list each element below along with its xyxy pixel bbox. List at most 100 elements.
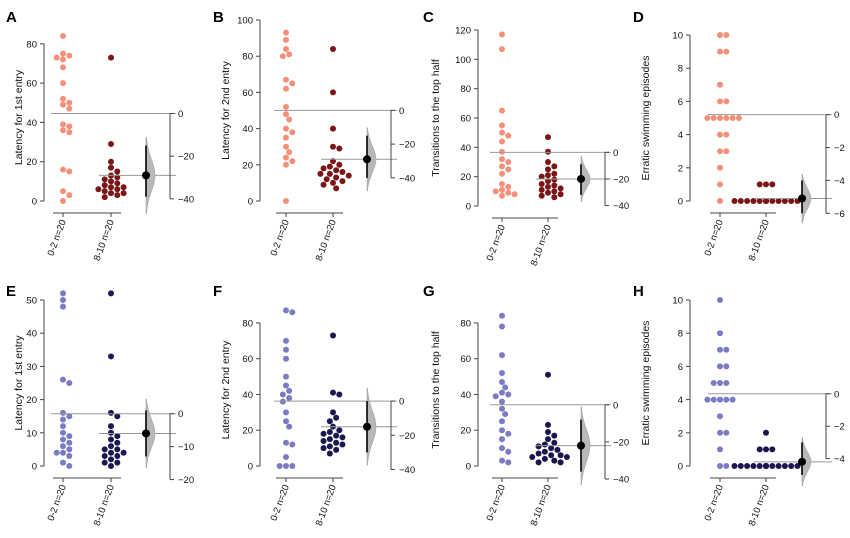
data-point: [60, 101, 66, 108]
mean-difference-point: [363, 155, 371, 164]
y-tick-label: 50: [26, 296, 37, 307]
data-point: [535, 450, 542, 457]
data-point: [551, 176, 558, 183]
mean-difference-point: [142, 429, 150, 438]
y-tick-label: 120: [455, 26, 471, 37]
data-point: [283, 463, 289, 469]
data-point: [551, 163, 558, 170]
data-point: [60, 429, 66, 436]
data-point: [60, 188, 66, 195]
group-label: 0-2 n=20: [703, 483, 726, 522]
data-point: [723, 131, 730, 138]
data-point: [60, 32, 66, 39]
data-point: [333, 174, 340, 181]
y-tick-label: 80: [26, 39, 37, 50]
data-point: [336, 161, 343, 168]
data-point: [320, 430, 327, 437]
difference-tick-label: 0: [399, 106, 404, 117]
data-point: [66, 52, 73, 59]
bootstrap-distribution: [145, 136, 156, 215]
data-point: [499, 186, 505, 193]
data-point: [545, 134, 551, 141]
difference-tick-label: −2: [834, 422, 845, 433]
panel-letter: B: [213, 9, 224, 26]
data-point: [60, 443, 66, 450]
y-tick-label: 0: [466, 202, 471, 213]
data-point: [114, 180, 121, 187]
difference-tick-label: −4: [834, 176, 845, 187]
data-point: [731, 463, 738, 469]
data-point: [499, 312, 505, 319]
data-point: [320, 445, 327, 452]
data-point: [108, 456, 114, 463]
data-point: [66, 123, 73, 130]
y-tick-label: 80: [242, 318, 253, 329]
data-point: [545, 178, 551, 185]
group-label: 8-10 n=20: [529, 223, 554, 267]
data-point: [283, 454, 289, 461]
panel-letter: C: [423, 9, 434, 26]
data-point: [750, 463, 757, 469]
data-point: [286, 395, 293, 402]
data-point: [551, 194, 558, 201]
data-point: [563, 454, 570, 461]
y-tick-label: 40: [460, 390, 471, 401]
y-tick-label: 60: [242, 88, 253, 99]
data-point: [114, 439, 121, 446]
group-label: 8-10 n=20: [314, 218, 339, 262]
data-point: [505, 159, 512, 165]
data-point: [108, 141, 114, 148]
group-label: 8-10 n=20: [314, 483, 339, 527]
data-point: [763, 198, 769, 204]
group-label: 8-10 n=20: [747, 483, 772, 527]
difference-tick-label: 0: [834, 389, 839, 400]
panel-letter: E: [6, 283, 16, 300]
bootstrap-distribution: [366, 127, 377, 192]
y-tick-label: 8: [678, 64, 683, 75]
data-point: [333, 167, 340, 174]
data-point: [339, 169, 346, 176]
data-point: [283, 143, 289, 150]
difference-tick-label: −40: [399, 465, 415, 476]
data-point: [717, 446, 723, 453]
group-label: 8-10 n=20: [92, 218, 117, 262]
data-point: [511, 191, 518, 198]
data-point: [114, 174, 121, 181]
y-tick-label: 0: [678, 197, 683, 208]
data-point: [326, 429, 333, 436]
y-tick-label: 10: [672, 296, 683, 307]
y-axis-title: Transitions to the top half: [430, 331, 442, 449]
data-point: [108, 463, 114, 469]
data-point: [101, 176, 108, 183]
group-label: 0-2 n=20: [46, 483, 69, 522]
data-point: [108, 158, 114, 165]
data-point: [756, 181, 763, 188]
data-point: [717, 115, 723, 121]
data-point: [108, 423, 114, 430]
data-point: [283, 346, 289, 353]
y-tick-label: 0: [248, 197, 253, 208]
y-tick-label: 100: [455, 55, 471, 66]
data-point: [499, 418, 505, 425]
data-point: [545, 189, 551, 196]
mean-difference-point: [798, 457, 806, 466]
data-point: [788, 198, 795, 204]
data-point: [505, 448, 512, 455]
data-point: [717, 198, 723, 204]
data-point: [769, 181, 776, 188]
y-tick-label: 20: [460, 426, 471, 437]
data-point: [499, 457, 505, 464]
data-point: [283, 337, 289, 344]
data-point: [763, 181, 769, 188]
data-point: [326, 450, 333, 457]
y-tick-label: 40: [26, 329, 37, 340]
data-point: [330, 143, 336, 150]
data-point: [330, 125, 336, 132]
data-point: [60, 166, 66, 173]
data-point: [283, 85, 289, 92]
data-point: [108, 436, 114, 443]
data-point: [499, 192, 505, 199]
data-point: [554, 446, 561, 453]
data-point: [330, 409, 336, 416]
data-point: [731, 198, 738, 204]
